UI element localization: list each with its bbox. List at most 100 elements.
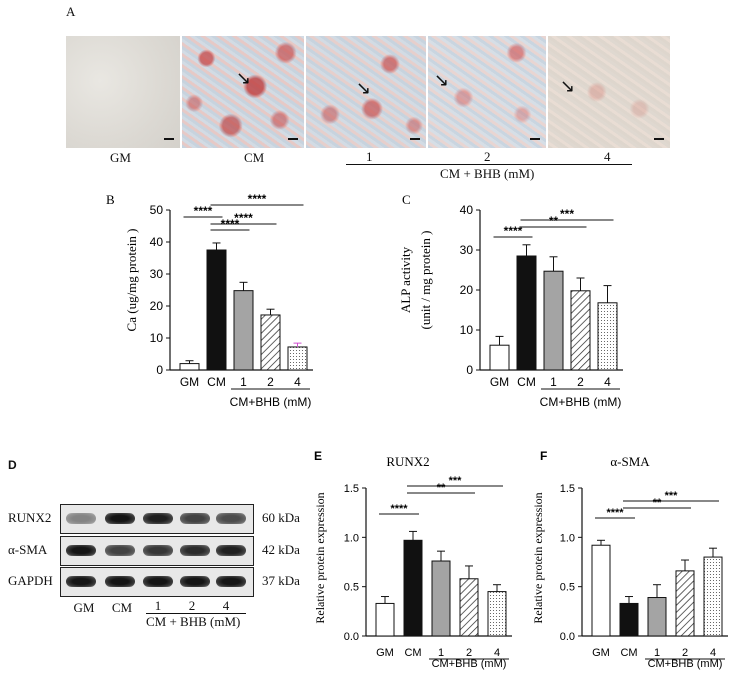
bar <box>233 290 254 371</box>
x-tick-label: CM <box>517 375 536 389</box>
bar <box>675 570 695 637</box>
blot-band <box>216 513 246 524</box>
x-tick-label: 4 <box>604 375 611 389</box>
scale-bar <box>410 138 420 140</box>
significance-label: ** <box>437 482 446 494</box>
blot-band <box>216 545 246 556</box>
significance-label: *** <box>560 207 574 221</box>
x-tick-label: GM <box>592 647 610 659</box>
x-tick-label: 1 <box>438 647 444 659</box>
lane-label-2: 2 <box>188 598 196 613</box>
blot-band <box>66 513 96 524</box>
lane-label-gm: GM <box>73 600 95 615</box>
image-label-cm: CM <box>244 150 265 165</box>
blot-band <box>180 513 210 524</box>
significance-label: *** <box>665 490 679 502</box>
blot-band <box>180 576 210 587</box>
y-axis-label: ALP activity <box>398 246 413 313</box>
bar <box>703 556 723 637</box>
y-tick-label: 0.5 <box>344 582 359 594</box>
x-tick-label: CM <box>404 647 421 659</box>
y-tick-label: 1.5 <box>344 483 359 495</box>
micrograph-bhb-4: ↘ <box>548 36 670 148</box>
lane-label-1: 1 <box>154 598 162 613</box>
chart-e: E RUNX2 Relative protein expression 0.0 0.5 1… <box>313 450 512 670</box>
image-label-bhb-1: 1 <box>366 149 373 164</box>
x-tick-label: GM <box>180 375 199 389</box>
x-tick-label: CM <box>620 647 637 659</box>
group-label: CM+BHB (mM) <box>648 658 723 670</box>
panel-a-letter: A <box>66 4 76 19</box>
blot-band <box>143 576 173 587</box>
group-bracket-line <box>346 164 632 165</box>
y-axis-label-2: (unit / mg protein ) <box>418 231 433 330</box>
blot-label-asma: α-SMA <box>8 542 48 557</box>
blot-group-line <box>146 613 246 614</box>
significance-label: **** <box>194 204 213 218</box>
blot-band <box>105 545 135 556</box>
x-tick-label: 4 <box>294 375 301 389</box>
chart-b: B Ca (ug/mg protein ) 0 10 20 30 40 50 GM CM 1 2 4 CM… <box>106 192 313 409</box>
y-tick-label: 0 <box>466 363 473 377</box>
blot-kda-gapdh: 37 kDa <box>262 573 300 588</box>
bar <box>647 597 667 637</box>
scale-bar <box>288 138 298 140</box>
blot-band <box>216 576 246 587</box>
panel-letter: F <box>540 450 547 463</box>
bar <box>597 302 618 371</box>
image-label-bhb-4: 4 <box>604 149 611 164</box>
significance-label: ** <box>549 214 559 228</box>
significance-label: **** <box>606 507 624 519</box>
y-tick-label: 30 <box>150 267 164 281</box>
bar <box>287 346 308 371</box>
bar <box>489 344 510 371</box>
bar <box>543 270 564 371</box>
bar <box>375 602 395 637</box>
arrow-icon: ↘ <box>356 78 372 99</box>
blot-row-runx2 <box>60 504 254 534</box>
blot-row-gapdh <box>60 567 254 597</box>
x-tick-label: 2 <box>682 647 688 659</box>
x-tick-label: 4 <box>710 647 716 659</box>
lane-label-4: 4 <box>222 598 230 613</box>
arrow-icon: ↘ <box>236 68 252 89</box>
group-label-a: CM + BHB (mM) <box>440 166 535 181</box>
group-label: CM+BHB (mM) <box>432 658 507 670</box>
micrograph-gm <box>66 36 180 148</box>
bar <box>260 314 281 371</box>
micrograph-cm: ↘ <box>182 36 304 148</box>
image-label-bhb-2: 2 <box>484 149 491 164</box>
micrograph-bhb-1: ↘ <box>306 36 426 148</box>
y-tick-label: 10 <box>150 331 164 345</box>
x-tick-label: GM <box>490 375 509 389</box>
bar <box>487 591 507 637</box>
significance-label: **** <box>248 192 267 206</box>
significance-label: **** <box>390 503 408 515</box>
y-axis-label: Relative protein expression <box>531 492 545 623</box>
micrograph-bhb-2: ↘ <box>428 36 546 148</box>
x-tick-label: 2 <box>466 647 472 659</box>
panel-d-letter: D <box>8 458 17 472</box>
y-tick-label: 0.0 <box>560 631 575 643</box>
bar <box>619 602 639 637</box>
scale-bar <box>164 138 174 140</box>
blot-band <box>66 545 96 556</box>
x-tick-label: 2 <box>267 375 274 389</box>
panel-letter: E <box>314 450 322 463</box>
bar <box>516 255 537 371</box>
x-tick-label: 2 <box>577 375 584 389</box>
x-tick-label: 1 <box>654 647 660 659</box>
y-tick-label: 0 <box>156 363 163 377</box>
x-tick-label: 1 <box>240 375 247 389</box>
bar <box>403 539 423 637</box>
significance-label: **** <box>234 211 253 225</box>
bar <box>591 544 611 637</box>
bar <box>206 249 227 371</box>
y-tick-label: 30 <box>460 243 474 257</box>
lane-label-cm: CM <box>111 600 133 615</box>
blot-band <box>143 545 173 556</box>
blot-band <box>105 513 135 524</box>
panel-letter: C <box>402 192 411 207</box>
scale-bar <box>654 138 664 140</box>
